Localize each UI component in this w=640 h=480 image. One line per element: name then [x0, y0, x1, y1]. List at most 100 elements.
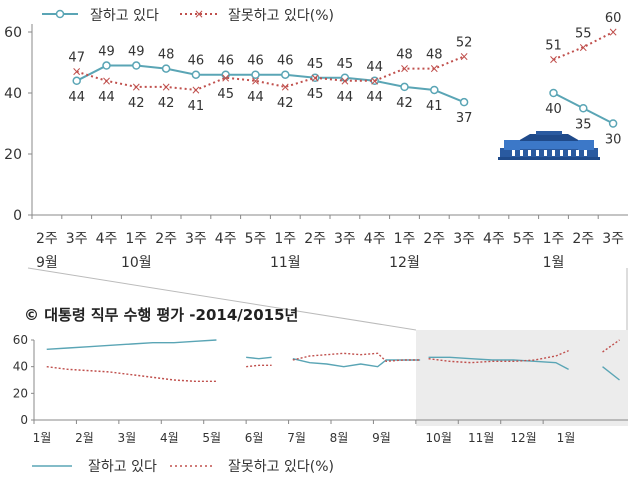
bottom-y-ticks: 0 20 40 60 — [13, 333, 34, 427]
top-y-tick-label: 0 — [13, 208, 22, 224]
bottom-legend: 잘하고 있다 잘못하고 있다(%) — [32, 459, 334, 475]
bottom-y-tick-label: 0 — [20, 413, 28, 427]
disapprove-line — [553, 31, 614, 61]
top-x-month-label: 1월 — [543, 255, 565, 271]
legend-label-disapprove: 잘못하고 있다(%) — [228, 8, 334, 24]
blue-house-icon — [498, 131, 600, 160]
approve-data-label: 35 — [575, 117, 592, 132]
legend-marker-disapprove: × — [194, 7, 204, 21]
top-x-week-label: 3주 — [66, 231, 88, 247]
bottom-disapprove-line — [428, 350, 569, 364]
top-x-week-label: 4주 — [215, 231, 237, 247]
bottom-x-month-label: 4월 — [160, 431, 179, 445]
approve-data-label: 46 — [277, 54, 294, 69]
bottom-x-labels: 1월 2월 3월 4월 5월 6월 7월 8월 9월 10월 11월 12월 1월 — [33, 420, 576, 445]
top-x-week-label: 3주 — [602, 231, 624, 247]
approve-point — [72, 76, 81, 86]
disapprove-data-label: 44 — [366, 60, 383, 75]
top-x-labels: 2주 3주 4주 1주 2주 3주 4주 5주 1주 2주 3주 4주 1주 2주 3주 4주 5주 1주 2주 3주… — [31, 215, 624, 271]
approve-data-label: 41 — [426, 99, 443, 114]
approve-point — [459, 97, 469, 107]
bottom-approve-line — [602, 366, 620, 381]
top-chart: 0 20 40 60 2주 3주 4주 1주 2주 3주 4주 5주 1주 2주 3주 4주 1주 2주 3주 4주… — [4, 11, 628, 271]
zoom-highlight — [416, 330, 628, 426]
disapprove-point: × — [191, 83, 201, 97]
legend-label-approve: 잘하고 있다 — [90, 8, 159, 24]
disapprove-data-label: 55 — [575, 26, 592, 41]
zoom-connector — [27, 267, 628, 331]
approve-data-label: 46 — [247, 54, 264, 69]
approve-data-label: 37 — [456, 111, 473, 126]
top-x-month-label: 12월 — [389, 255, 420, 271]
bottom-x-month-label: 3월 — [118, 431, 137, 445]
approve-point — [132, 61, 141, 70]
disapprove-point: × — [399, 62, 409, 76]
bottom-disapprove-line — [246, 364, 272, 368]
disapprove-point: × — [250, 74, 260, 88]
top-y-tick-label: 20 — [4, 147, 22, 163]
bottom-x-month-label: 1월 — [33, 431, 52, 445]
top-x-week-label: 4주 — [364, 231, 386, 247]
bottom-disapprove-line — [292, 352, 421, 363]
top-x-week-label: 1주 — [274, 231, 296, 247]
top-y-tick-label: 40 — [4, 86, 22, 102]
disapprove-data-label: 44 — [337, 90, 354, 105]
bottom-legend-label-disapprove: 잘못하고 있다(%) — [228, 459, 334, 475]
disapprove-data-label: 44 — [98, 90, 115, 105]
approve-data-label: 45 — [337, 57, 354, 72]
top-x-month-label: 10월 — [121, 255, 152, 271]
bottom-approve-line — [46, 339, 217, 351]
disapprove-data-label: 41 — [188, 99, 205, 114]
disapprove-point: × — [72, 65, 82, 79]
top-x-week-label: 2주 — [304, 231, 326, 247]
bottom-chart-title: © 대통령 직무 수행 평가 -2014/2015년 — [24, 306, 298, 324]
disapprove-point: × — [370, 74, 380, 88]
disapprove-data-label: 45 — [307, 57, 324, 72]
approve-point — [400, 82, 409, 92]
disapprove-point: × — [429, 62, 439, 76]
disapprove-data-label: 42 — [158, 96, 175, 111]
bottom-x-month-label: 11월 — [468, 431, 494, 445]
top-x-week-label: 5주 — [513, 231, 535, 247]
approve-data-label: 45 — [307, 87, 324, 102]
top-x-week-label: 1주 — [125, 231, 147, 247]
approve-point — [281, 70, 290, 79]
approve-line — [76, 64, 465, 104]
top-x-week-label: 2주 — [155, 231, 177, 247]
bottom-x-month-label: 5월 — [202, 431, 221, 445]
bottom-series — [46, 339, 620, 383]
approve-data-label: 40 — [545, 102, 562, 117]
bottom-x-month-label: 6월 — [245, 431, 264, 445]
disapprove-data-label: 44 — [247, 90, 264, 105]
bottom-x-month-label: 7월 — [287, 431, 306, 445]
bottom-approve-line — [246, 356, 272, 360]
disapprove-point: × — [578, 40, 588, 54]
approve-data-label: 46 — [217, 54, 234, 69]
disapprove-point: × — [548, 52, 558, 66]
approve-point — [191, 70, 201, 79]
approve-data-label: 44 — [366, 90, 383, 105]
disapprove-data-label: 47 — [68, 51, 85, 66]
bottom-approve-line — [428, 356, 569, 370]
disapprove-data-label: 45 — [217, 87, 234, 102]
bottom-x-month-label: 1월 — [557, 431, 576, 445]
disapprove-data-label: 52 — [456, 35, 473, 50]
disapprove-point: × — [280, 80, 290, 94]
disapprove-point: × — [161, 80, 171, 94]
bottom-x-month-label: 10월 — [426, 431, 452, 445]
approve-data-label: 49 — [98, 45, 115, 60]
bottom-disapprove-line — [602, 339, 620, 353]
top-x-week-label: 5주 — [245, 231, 267, 247]
top-axes — [31, 24, 628, 216]
approve-point — [608, 119, 618, 128]
top-x-week-label: 2주 — [572, 231, 594, 247]
disapprove-point: × — [131, 80, 141, 94]
bottom-x-month-label: 12월 — [510, 431, 536, 445]
disapprove-point: × — [101, 74, 111, 88]
approve-point — [549, 88, 558, 98]
top-series: × × × × × × × × × × × × × × × × × — [72, 25, 618, 128]
top-x-week-label: 2주 — [423, 231, 445, 247]
approve-data-label: 49 — [128, 45, 145, 60]
disapprove-point: × — [340, 74, 350, 88]
